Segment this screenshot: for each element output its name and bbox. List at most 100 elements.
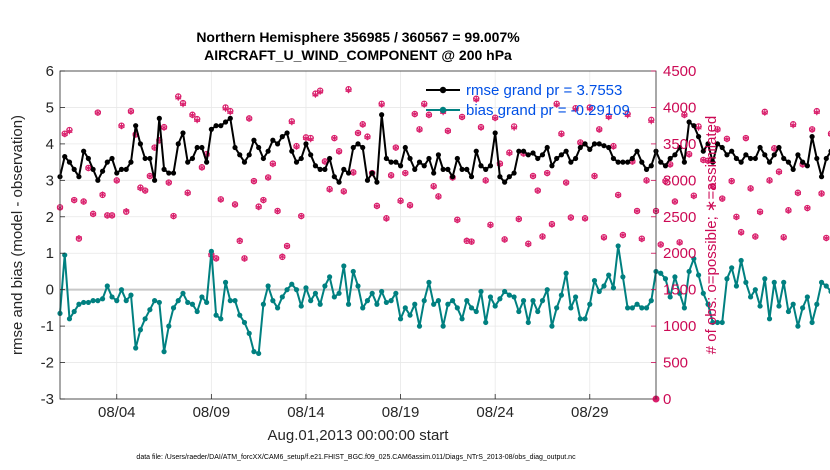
obs-possible-point bbox=[288, 118, 295, 125]
y-tick-label-right: 3500 bbox=[663, 136, 696, 153]
obs-possible-point bbox=[553, 100, 560, 108]
rmse-point bbox=[265, 148, 271, 154]
obs-assimilated-point: * bbox=[615, 191, 622, 206]
obs-possible-point bbox=[307, 134, 314, 142]
rmse-point bbox=[677, 144, 683, 151]
bias-point bbox=[274, 305, 281, 311]
obs-possible-point bbox=[444, 127, 452, 134]
rmse-point bbox=[416, 159, 423, 165]
obs-possible-point bbox=[586, 104, 593, 111]
obs-possible-point bbox=[354, 129, 362, 137]
obs-assimilated-point: * bbox=[539, 233, 546, 248]
obs-assimilated-point: * bbox=[241, 255, 248, 270]
rmse-point bbox=[450, 174, 456, 180]
y-tick-label-right: 500 bbox=[663, 355, 688, 372]
bias-point bbox=[180, 290, 186, 296]
obs-assimilated-point: * bbox=[265, 174, 272, 189]
bias-point bbox=[639, 305, 645, 311]
bias-point bbox=[152, 298, 158, 304]
obs-possible-point bbox=[255, 203, 262, 210]
obs-assimilated-point: * bbox=[719, 195, 726, 210]
bias-point bbox=[85, 299, 91, 306]
obs-assimilated-point: * bbox=[728, 177, 735, 192]
bias-point bbox=[142, 316, 148, 322]
obs-assimilated-point: * bbox=[695, 123, 702, 138]
obs-possible-point bbox=[747, 185, 754, 192]
obs-assimilated-point: * bbox=[487, 221, 494, 236]
obs-possible-point bbox=[548, 220, 556, 228]
rmse-point bbox=[762, 152, 768, 158]
bias-point bbox=[776, 303, 782, 309]
obs-assimilated-point: * bbox=[714, 125, 721, 140]
rmse-point bbox=[478, 163, 484, 169]
obs-assimilated-point: * bbox=[459, 113, 466, 128]
obs-possible-point bbox=[624, 110, 631, 118]
bias-point bbox=[402, 305, 408, 311]
obs-possible-point bbox=[227, 107, 234, 115]
obs-assimilated-point: * bbox=[222, 104, 229, 119]
obs-assimilated-point: * bbox=[681, 111, 688, 126]
obs-assimilated-point: * bbox=[321, 158, 328, 173]
obs-possible-point bbox=[477, 123, 485, 131]
obs-possible-point bbox=[562, 179, 570, 186]
legend-rmse-label: rmse grand pr = 3.7553 bbox=[466, 82, 622, 99]
obs-assimilated-point: * bbox=[496, 160, 503, 175]
bias-point bbox=[341, 263, 347, 269]
rmse-point bbox=[634, 148, 640, 154]
rmse-point bbox=[776, 144, 782, 151]
obs-assimilated-point: * bbox=[761, 109, 768, 124]
rmse-point bbox=[814, 155, 820, 162]
obs-assimilated-point: * bbox=[94, 109, 101, 124]
obs-assimilated-point: * bbox=[61, 130, 68, 145]
obs-possible-point bbox=[326, 185, 333, 193]
obs-possible-point bbox=[544, 169, 551, 177]
obs-possible-point bbox=[685, 150, 693, 158]
rmse-point bbox=[620, 159, 626, 165]
obs-possible-point bbox=[534, 187, 541, 194]
obs-possible-point bbox=[260, 196, 267, 204]
rmse-point bbox=[459, 166, 465, 172]
bias-point bbox=[284, 287, 290, 293]
obs-possible-point bbox=[737, 228, 745, 236]
rmse-point bbox=[445, 166, 451, 172]
obs-possible-point bbox=[212, 255, 220, 262]
obs-possible-point bbox=[222, 104, 229, 111]
obs-assimilated-point: * bbox=[818, 190, 825, 205]
obs-assimilated-point: * bbox=[407, 201, 414, 216]
obs-possible-point bbox=[780, 233, 787, 241]
chart-title-line2: AIRCRAFT_U_WIND_COMPONENT @ 200 hPa bbox=[204, 47, 512, 63]
obs-assimilated-point: * bbox=[128, 107, 135, 122]
bias-point bbox=[729, 265, 735, 271]
bias-point bbox=[416, 323, 423, 329]
rmse-point bbox=[350, 144, 356, 151]
obs-possible-point bbox=[293, 142, 300, 150]
rmse-point bbox=[615, 159, 621, 165]
bias-point bbox=[270, 298, 276, 304]
bias-point bbox=[748, 294, 754, 300]
rmse-point bbox=[189, 155, 196, 162]
obs-assimilated-point: * bbox=[473, 96, 480, 111]
bias-point bbox=[204, 299, 210, 306]
obs-assimilated-point: * bbox=[251, 177, 258, 192]
y-tick-label-left: -3 bbox=[41, 391, 54, 408]
obs-assimilated-point: * bbox=[184, 189, 191, 204]
obs-possible-point bbox=[70, 196, 78, 204]
obs-assimilated-point: * bbox=[549, 220, 556, 235]
obs-assimilated-point: * bbox=[307, 135, 314, 150]
rmse-point bbox=[454, 155, 460, 162]
bias-point bbox=[379, 288, 385, 295]
obs-assimilated-point: * bbox=[227, 108, 234, 123]
bias-point bbox=[431, 301, 437, 307]
bias-point bbox=[615, 243, 621, 249]
bias-point bbox=[554, 305, 560, 311]
obs-possible-point bbox=[719, 195, 726, 202]
obs-assimilated-point: * bbox=[558, 130, 565, 145]
obs-assimilated-point: * bbox=[369, 169, 376, 184]
ticks: -3 -2 -1 0 1 2 3 4 5 6 0 500 1000 1500 2000 2500 3000 350… bbox=[41, 63, 697, 421]
obs-possible-point bbox=[794, 189, 802, 196]
obs-assimilated-point: * bbox=[662, 177, 669, 192]
obs-assimilated-point: * bbox=[766, 177, 773, 192]
bias-point bbox=[118, 287, 125, 293]
obs-possible-point bbox=[676, 239, 683, 246]
obs-possible-point bbox=[378, 100, 385, 108]
